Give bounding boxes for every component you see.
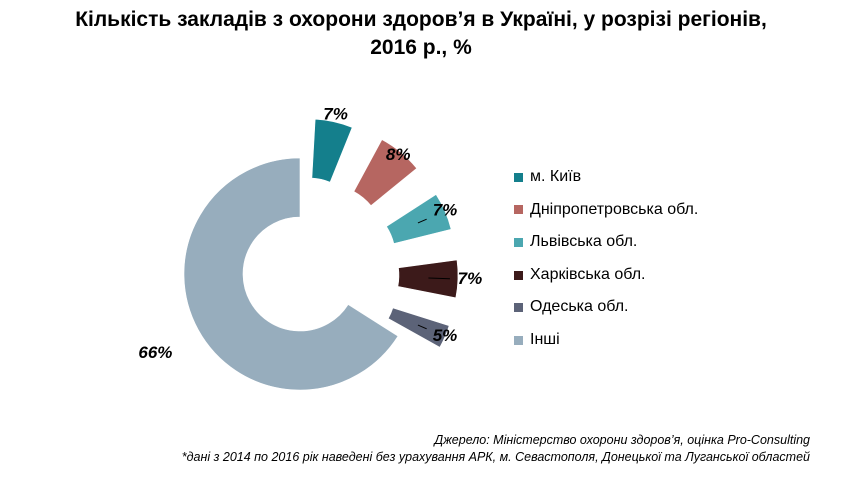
legend-swatch bbox=[514, 172, 523, 182]
legend-swatch bbox=[514, 270, 523, 280]
slice-4 bbox=[397, 259, 459, 299]
legend-label: м. Київ bbox=[530, 168, 582, 185]
legend-label: Харківська обл. bbox=[530, 265, 646, 283]
leader-line-group bbox=[417, 218, 450, 330]
chart-title: Кількість закладів з охорони здоров’я в … bbox=[0, 6, 842, 62]
legend-item-5: Одеська обл. bbox=[514, 291, 698, 324]
legend-item-6: Інші bbox=[514, 324, 698, 357]
slice-1 bbox=[311, 118, 353, 183]
legend-label: Одеська обл. bbox=[530, 298, 629, 316]
legend-item-3: Львівська обл. bbox=[514, 226, 698, 259]
slice-5 bbox=[387, 307, 450, 348]
legend-item-1: м. Київ bbox=[514, 161, 698, 194]
value-label-group: 7% 8% 7% 7% 5% 66% bbox=[138, 104, 482, 362]
value-label-2: 8% bbox=[386, 145, 411, 164]
footer: Джерело: Міністерство охорони здоров’я, … bbox=[182, 432, 810, 466]
leader-line-5 bbox=[417, 324, 427, 330]
leader-line-4 bbox=[428, 277, 450, 280]
slice-3 bbox=[386, 194, 452, 244]
legend-swatch bbox=[514, 237, 523, 247]
legend-swatch bbox=[514, 335, 523, 345]
value-label-3: 7% bbox=[433, 201, 458, 220]
leader-line-3 bbox=[417, 218, 427, 224]
legend: м. Київ Дніпропетровська обл. Львівська об… bbox=[514, 161, 698, 357]
legend-swatch bbox=[514, 205, 523, 215]
value-label-6: 66% bbox=[138, 343, 172, 362]
source-note: Джерело: Міністерство охорони здоров’я, … bbox=[434, 433, 810, 447]
value-label-5: 5% bbox=[433, 326, 458, 345]
legend-label: Інші bbox=[530, 330, 560, 348]
legend-item-2: Дніпропетровська обл. bbox=[514, 194, 698, 227]
legend-swatch bbox=[514, 303, 523, 313]
slice-2 bbox=[353, 139, 418, 207]
slice-group bbox=[183, 118, 459, 391]
data-note: *дані з 2014 по 2016 рік наведені без ур… bbox=[181, 450, 810, 464]
legend-label: Дніпропетровська обл. bbox=[530, 200, 699, 218]
slice-6 bbox=[183, 157, 399, 391]
legend-label: Львівська обл. bbox=[530, 233, 638, 251]
legend-item-4: Харківська обл. bbox=[514, 259, 698, 292]
value-label-4: 7% bbox=[458, 269, 483, 288]
chart-title-line-2: 2016 р., % bbox=[370, 36, 472, 59]
chart-title-line-1: Кількість закладів з охорони здоров’я в … bbox=[75, 8, 767, 31]
value-label-1: 7% bbox=[323, 104, 348, 123]
